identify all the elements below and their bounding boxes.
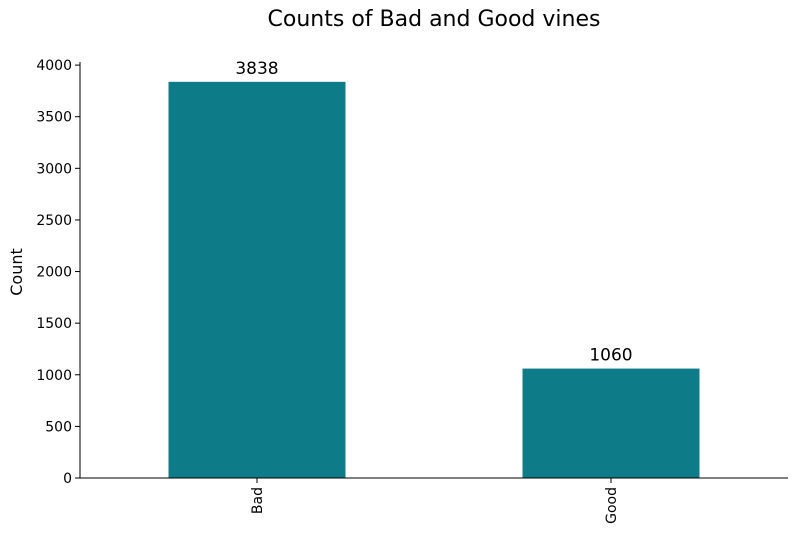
chart-title: Counts of Bad and Good vines: [268, 7, 601, 32]
y-tick-label: 2000: [36, 265, 72, 281]
y-tick-label: 4000: [36, 58, 72, 74]
x-tick-label: Bad: [250, 487, 266, 514]
y-axis-ticks: 0 500 1000 1500 2000 2500 3000 3500 4000: [36, 58, 80, 487]
y-tick-label: 3500: [36, 110, 72, 126]
x-axis-ticks: Bad Good: [250, 478, 620, 524]
bar-value-label: 3838: [235, 59, 278, 79]
y-tick-label: 1500: [36, 316, 72, 332]
y-tick-label: 2500: [36, 213, 72, 229]
bar-value-label: 1060: [589, 346, 632, 366]
y-tick-label: 1000: [36, 368, 72, 384]
bars-group: 3838 1060: [168, 59, 700, 479]
y-axis-label: Count: [7, 248, 26, 296]
x-tick-label: Good: [604, 487, 620, 524]
y-tick-label: 0: [63, 471, 72, 487]
bar-bad: [168, 81, 346, 479]
y-tick-label: 3000: [36, 161, 72, 177]
bar-good: [522, 368, 700, 478]
y-tick-label: 500: [45, 419, 72, 435]
